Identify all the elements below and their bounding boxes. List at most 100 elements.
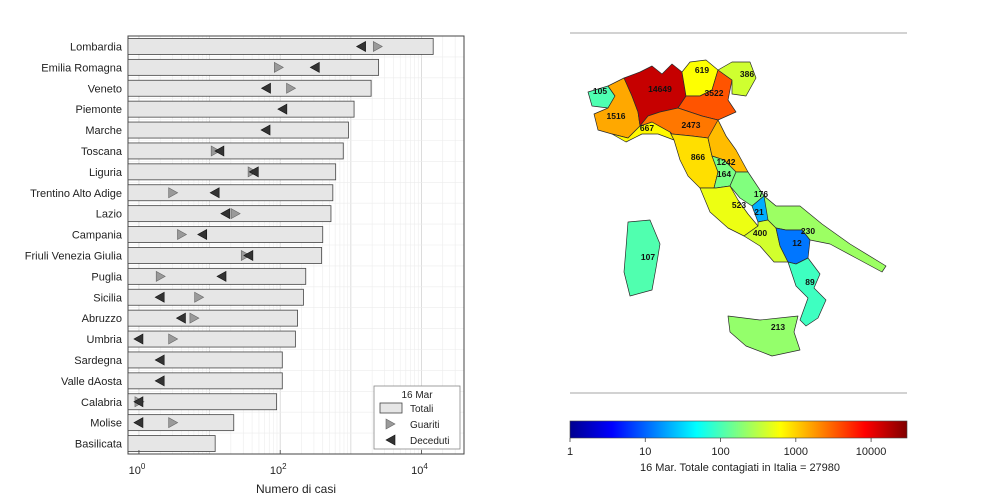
- region-label-marche: Marche: [85, 125, 122, 137]
- region-value-umbria: 164: [717, 169, 731, 179]
- region-label-lombardia: Lombardia: [70, 41, 123, 53]
- map-region-lazio: [699, 185, 759, 237]
- region-labels: Lombardia Emilia Romagna Veneto Piemonte Mar…: [25, 41, 123, 450]
- marker-guariti-puglia: [155, 270, 166, 282]
- region-label-toscana: Toscana: [81, 146, 123, 158]
- marker-guariti-abruzzo: [189, 312, 200, 324]
- bar-totali-sardegna: [127, 351, 283, 369]
- region-value-molise: 21: [754, 207, 764, 217]
- region-value-friuli-venezia-giulia: 386: [740, 69, 754, 79]
- marker-deceduti-puglia: [216, 270, 227, 282]
- legend-marker-guariti: [385, 418, 396, 430]
- marker-deceduti-lazio: [220, 208, 231, 220]
- marker-guariti-campania: [177, 229, 188, 241]
- x-axis-label: Numero di casi: [256, 482, 336, 496]
- region-value-calabria: 89: [805, 277, 815, 287]
- region-value-marche: 1242: [717, 157, 736, 167]
- bar-totali-marche: [127, 121, 349, 139]
- marker-guariti-umbria: [168, 333, 179, 345]
- map-panel: 14649 2473 3522 1516 1242 866 667 619 386 105 164 5…: [567, 32, 908, 474]
- region-label-umbria: Umbria: [87, 334, 123, 346]
- map-region-sicilia: [727, 315, 801, 357]
- region-label-puglia: Puglia: [91, 271, 122, 283]
- marker-guariti-lombardia: [372, 40, 383, 52]
- region-value-sicilia: 213: [771, 322, 785, 332]
- legend: 16 Mar Totali Guariti Deceduti: [373, 385, 461, 450]
- marker-deceduti-umbria: [133, 333, 144, 345]
- marker-deceduti-molise: [133, 417, 144, 429]
- bar-totali-umbria: [127, 330, 296, 348]
- marker-deceduti-marche: [260, 124, 271, 136]
- marker-guariti-lazio: [230, 208, 241, 220]
- bar-totali-sicilia: [127, 288, 304, 306]
- bar-totali-piemonte: [127, 100, 355, 118]
- region-value-emilia-romagna: 2473: [682, 120, 701, 130]
- bar-totali-emilia-romagna: [127, 58, 380, 76]
- map-region-sardegna: [623, 219, 661, 297]
- plot-area-frame: [127, 35, 465, 455]
- region-value-liguria: 667: [640, 123, 654, 133]
- region-label-emilia-romagna: Emilia Romagna: [41, 62, 123, 74]
- marker-guariti-molise: [168, 417, 179, 429]
- x-tick-label: 100: [129, 462, 146, 477]
- marker-deceduti-trentino-alto-adige: [209, 187, 220, 199]
- bar-totali-valle-daosta: [127, 372, 283, 390]
- x-tick-label: 102: [270, 462, 287, 477]
- region-value-lombardia: 14649: [648, 84, 672, 94]
- marker-deceduti-toscana: [214, 145, 225, 157]
- marker-guariti-emilia-romagna: [274, 61, 284, 73]
- region-value-toscana: 866: [691, 152, 705, 162]
- marker-deceduti-veneto: [260, 82, 271, 94]
- region-value-piemonte: 1516: [607, 111, 626, 121]
- region-label-valle-daosta: Valle dAosta: [61, 376, 123, 388]
- region-label-trentino-alto-adige: Trentino Alto Adige: [30, 188, 122, 200]
- colorbar-caption: 16 Mar. Totale contagiati in Italia = 27…: [640, 462, 840, 474]
- bar-totali-trentino-alto-adige: [127, 184, 334, 202]
- region-label-lazio: Lazio: [96, 209, 122, 221]
- region-value-puglia: 230: [801, 226, 815, 236]
- colorbar-tick-label: 1000: [784, 446, 808, 458]
- region-label-sicilia: Sicilia: [93, 292, 123, 304]
- bar-totali-campania: [127, 226, 324, 243]
- bars-group: [127, 38, 434, 452]
- bar-totali-friuli-venezia-giulia: [127, 247, 323, 264]
- marker-deceduti-calabria: [133, 396, 144, 408]
- marker-deceduti-emilia-romagna: [309, 61, 320, 73]
- region-value-labels: 14649 2473 3522 1516 1242 866 667 619 386 105 164 5…: [593, 65, 815, 332]
- colorbar-tick-label: 100: [711, 446, 729, 458]
- marker-guariti-sicilia: [194, 291, 205, 303]
- colorbar-tick-label: 1: [567, 446, 573, 458]
- region-label-campania: Campania: [72, 230, 123, 242]
- marker-deceduti-liguria: [248, 166, 259, 178]
- bar-totali-toscana: [127, 142, 344, 160]
- legend-title: 16 Mar: [401, 390, 433, 401]
- bar-totali-molise: [127, 414, 235, 432]
- legend-label-deceduti: Deceduti: [410, 436, 449, 447]
- marker-deceduti-piemonte: [277, 103, 288, 115]
- italy-map: [587, 59, 887, 357]
- region-label-basilicata: Basilicata: [75, 439, 123, 451]
- region-label-molise: Molise: [90, 418, 122, 430]
- region-value-veneto: 3522: [705, 88, 724, 98]
- bar-totali-lombardia: [127, 38, 434, 55]
- marker-guariti-veneto: [286, 82, 297, 94]
- bar-totali-calabria: [127, 393, 278, 411]
- marker-deceduti-valle-daosta: [154, 375, 165, 387]
- region-label-piemonte: Piemonte: [76, 104, 122, 116]
- marker-deceduti-friuli-venezia-giulia: [243, 249, 254, 261]
- region-value-basilicata: 12: [792, 238, 802, 248]
- legend-label-guariti: Guariti: [410, 420, 439, 431]
- region-label-friuli-venezia-giulia: Friuli Venezia Giulia: [25, 250, 123, 262]
- colorbar-tick-label: 10000: [856, 446, 887, 458]
- region-label-veneto: Veneto: [88, 83, 122, 95]
- colorbar-tick-label: 10: [639, 446, 651, 458]
- marker-deceduti-sicilia: [154, 291, 165, 303]
- region-value-abruzzo: 176: [754, 189, 768, 199]
- region-label-liguria: Liguria: [89, 167, 123, 179]
- region-label-sardegna: Sardegna: [74, 355, 123, 367]
- bar-totali-veneto: [127, 79, 372, 97]
- legend-marker-deceduti: [385, 434, 396, 446]
- marker-deceduti-lombardia: [355, 40, 366, 52]
- region-value-sardegna: 107: [641, 252, 655, 262]
- region-value-campania: 400: [753, 228, 767, 238]
